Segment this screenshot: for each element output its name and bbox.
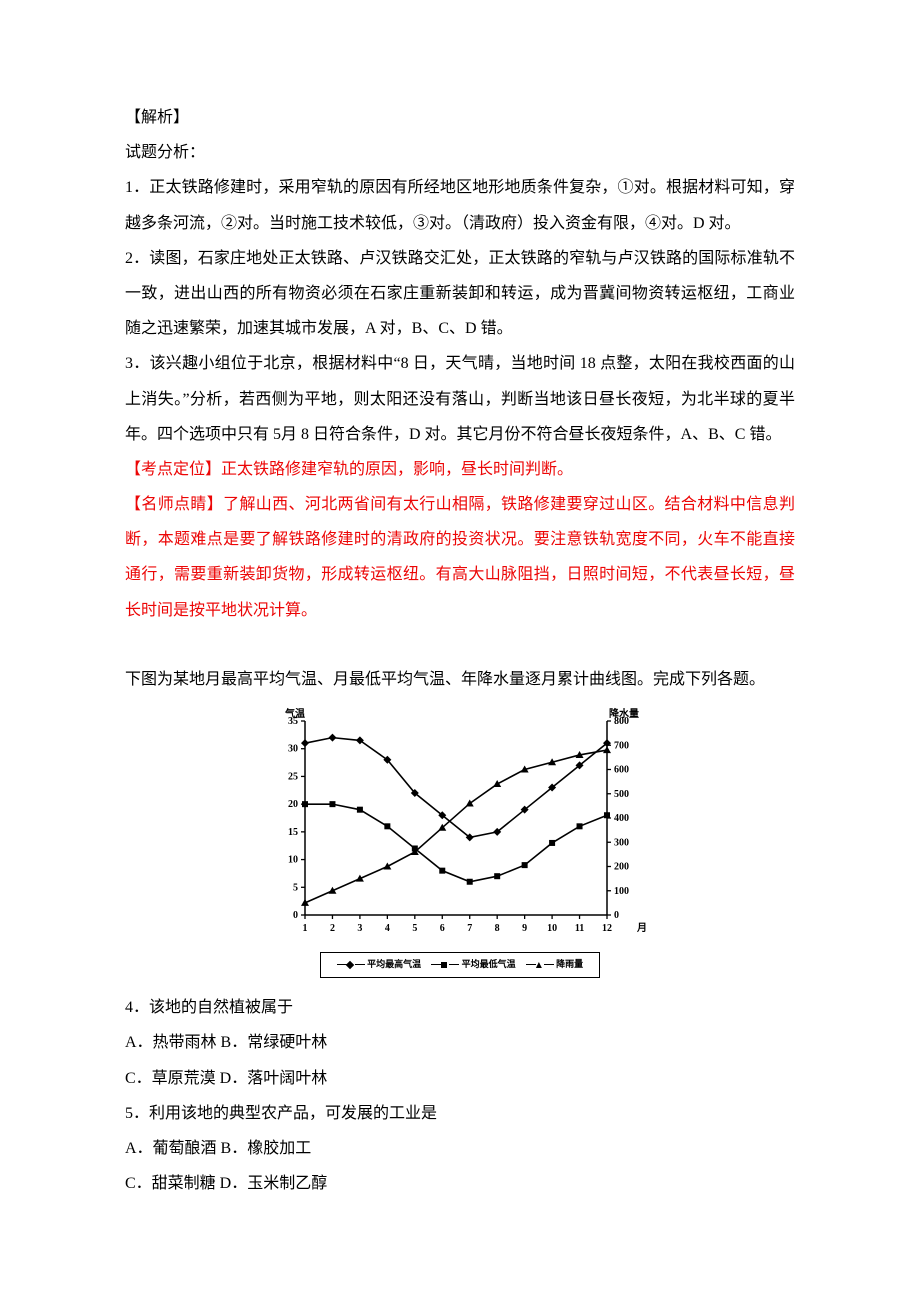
analysis-intro: 试题分析：	[125, 135, 795, 170]
analysis-p3: 3．该兴趣小组位于北京，根据材料中“8 日，天气晴，当地时间 18 点整，太阳在…	[125, 346, 795, 452]
svg-text:2: 2	[330, 923, 335, 934]
kaodian: 【考点定位】正太铁路修建窄轨的原因，影响，昼长时间判断。	[125, 452, 795, 487]
svg-text:6: 6	[440, 923, 445, 934]
page: 【解析】 试题分析： 1．正太铁路修建时，采用窄轨的原因有所经地区地形地质条件复…	[0, 0, 920, 1302]
legend-rain: 降雨量	[556, 959, 583, 969]
svg-text:9: 9	[522, 923, 527, 934]
svg-text:5: 5	[412, 923, 417, 934]
q4: 4．该地的自然植被属于	[125, 990, 795, 1025]
svg-text:3: 3	[357, 923, 362, 934]
svg-text:25: 25	[288, 771, 298, 782]
svg-text:10: 10	[547, 923, 557, 934]
svg-text:8: 8	[495, 923, 500, 934]
analysis-p1: 1．正太铁路修建时，采用窄轨的原因有所经地区地形地质条件复杂，①对。根据材料可知…	[125, 170, 795, 240]
svg-text:600: 600	[614, 765, 629, 776]
spacer	[125, 628, 795, 662]
svg-text:12: 12	[602, 923, 612, 934]
svg-text:5: 5	[293, 882, 298, 893]
svg-text:11: 11	[575, 923, 584, 934]
q5-opts1: A．葡萄酿酒 B．橡胶加工	[125, 1131, 795, 1166]
svg-text:0: 0	[293, 910, 298, 921]
svg-text:35: 35	[288, 716, 298, 727]
mingshi: 【名师点睛】了解山西、河北两省间有太行山相隔，铁路修建要穿过山区。结合材料中信息…	[125, 487, 795, 628]
svg-text:400: 400	[614, 813, 629, 824]
chart-figure: 气温降水量05101520253035010020030040050060070…	[125, 703, 795, 980]
svg-text:100: 100	[614, 886, 629, 897]
climate-chart: 气温降水量05101520253035010020030040050060070…	[255, 703, 665, 945]
q4-opts2: C．草原荒漠 D．落叶阔叶林	[125, 1061, 795, 1096]
svg-text:4: 4	[385, 923, 390, 934]
q4-opts1: A．热带雨林 B．常绿硬叶林	[125, 1025, 795, 1060]
svg-text:200: 200	[614, 862, 629, 873]
legend-low: 平均最低气温	[462, 959, 516, 969]
svg-text:月: 月	[636, 922, 647, 934]
svg-text:10: 10	[288, 855, 298, 866]
legend-high: 平均最高气温	[367, 959, 421, 969]
chart-legend: 平均最高气温 平均最低气温 降雨量	[320, 952, 600, 978]
analysis-header: 【解析】	[125, 100, 795, 135]
q2-stem: 下图为某地月最高平均气温、月最低平均气温、年降水量逐月累计曲线图。完成下列各题。	[125, 662, 795, 697]
svg-text:1: 1	[303, 923, 308, 934]
svg-text:7: 7	[467, 923, 472, 934]
analysis-p2: 2．读图，石家庄地处正太铁路、卢汉铁路交汇处，正太铁路的窄轨与卢汉铁路的国际标准…	[125, 241, 795, 347]
svg-text:30: 30	[288, 744, 298, 755]
q5: 5．利用该地的典型农产品，可发展的工业是	[125, 1096, 795, 1131]
svg-text:700: 700	[614, 740, 629, 751]
svg-text:15: 15	[288, 827, 298, 838]
q5-opts2: C．甜菜制糖 D．玉米制乙醇	[125, 1166, 795, 1201]
svg-text:300: 300	[614, 837, 629, 848]
svg-text:800: 800	[614, 716, 629, 727]
svg-text:20: 20	[288, 799, 298, 810]
svg-text:0: 0	[614, 910, 619, 921]
svg-text:500: 500	[614, 789, 629, 800]
